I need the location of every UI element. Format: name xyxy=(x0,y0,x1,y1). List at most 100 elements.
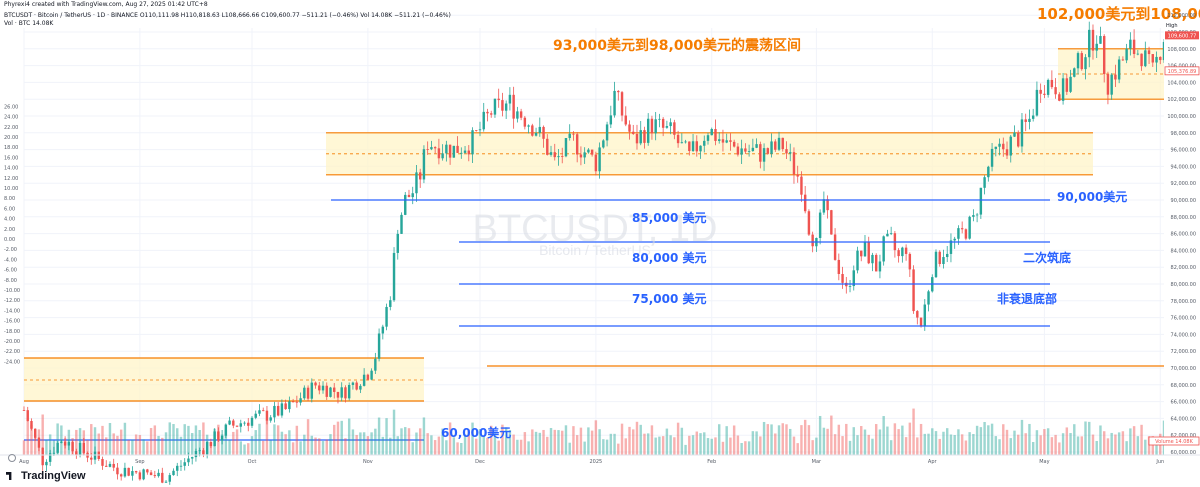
volume-bar xyxy=(1129,428,1132,455)
volume-legend[interactable]: Vol · BTC 14.08K xyxy=(4,20,54,27)
candle-body xyxy=(228,420,231,425)
candle-body xyxy=(415,172,418,194)
volume-bar xyxy=(291,442,295,455)
volume-bar xyxy=(934,431,938,455)
volume-bar xyxy=(658,436,661,455)
candle-body xyxy=(482,111,485,130)
right-axis-tick: 62,000.00 xyxy=(1171,433,1196,439)
candle-body xyxy=(101,458,104,466)
candle-body xyxy=(564,138,568,157)
candle-body xyxy=(194,450,198,458)
candle-body xyxy=(852,270,855,287)
volume-bar xyxy=(1084,421,1087,455)
volume-bar xyxy=(1035,430,1039,455)
left-axis-tick: -6.00 xyxy=(4,268,17,274)
volume-bar xyxy=(1031,442,1035,455)
candle-body xyxy=(422,149,426,180)
volume-bar xyxy=(531,429,534,455)
volume-bar xyxy=(964,440,968,455)
left-axis-tick: 6.00 xyxy=(4,206,15,212)
candle-body xyxy=(448,144,452,158)
candle-body xyxy=(979,187,983,215)
candle-body xyxy=(478,129,482,131)
volume-bar xyxy=(1073,424,1076,455)
volume-bar xyxy=(377,417,381,455)
candle-body xyxy=(897,250,900,257)
candle-body xyxy=(774,141,777,150)
volume-bar xyxy=(688,435,691,455)
volume-bar xyxy=(26,420,29,455)
candle-body xyxy=(30,420,33,429)
candle-body xyxy=(280,403,284,416)
candle-body xyxy=(284,403,287,410)
volume-bar xyxy=(101,425,104,455)
volume-bar xyxy=(1102,431,1106,455)
candle-body xyxy=(153,475,157,477)
candle-body xyxy=(460,152,463,154)
candle-body xyxy=(1002,143,1005,150)
candle-body xyxy=(471,130,474,155)
high-label: High xyxy=(1166,23,1178,29)
candle-body xyxy=(82,442,86,453)
volume-bar xyxy=(1028,423,1031,455)
volume-bar xyxy=(867,434,870,455)
volume-bar xyxy=(706,438,710,455)
volume-bar xyxy=(478,429,482,455)
candle-body xyxy=(673,122,676,135)
volume-bar xyxy=(426,433,429,455)
candle-body xyxy=(138,472,142,480)
left-axis-tick: -18.00 xyxy=(4,329,20,335)
candle-body xyxy=(355,382,358,390)
volume-bar xyxy=(1039,435,1042,455)
candle-body xyxy=(609,115,613,125)
candle-body xyxy=(938,251,941,265)
volume-bar xyxy=(381,436,385,455)
volume-bar xyxy=(1043,429,1046,455)
candle-body xyxy=(613,90,616,116)
candle-body xyxy=(127,467,130,476)
volume-bar xyxy=(852,427,855,455)
right-axis-tick: 100,000.00 xyxy=(1167,114,1196,120)
candle-body xyxy=(1147,50,1151,55)
tradingview-mark-icon xyxy=(6,472,12,480)
volume-bar xyxy=(789,428,792,455)
volume-bar xyxy=(732,425,736,455)
candle-body xyxy=(860,250,863,257)
annotation-label: 非衰退底部 xyxy=(997,291,1057,306)
candle-body xyxy=(295,401,299,403)
volume-bar xyxy=(643,433,646,455)
volume-bar xyxy=(146,441,149,455)
candle-body xyxy=(1088,29,1091,58)
candle-body xyxy=(856,250,859,271)
tradingview-logo[interactable]: TradingView xyxy=(6,470,86,482)
volume-bar xyxy=(516,439,519,455)
volume-bar xyxy=(777,425,781,455)
candle-body xyxy=(747,151,751,152)
volume-bar xyxy=(385,418,388,455)
left-axis-tick: 22.00 xyxy=(4,125,18,131)
candle-body xyxy=(792,152,796,175)
candle-body xyxy=(826,199,829,211)
volume-bar xyxy=(815,437,818,455)
volume-bar xyxy=(1114,434,1117,455)
candle-body xyxy=(721,139,725,143)
volume-bar xyxy=(501,424,504,455)
volume-bar xyxy=(759,436,762,455)
volume-bar xyxy=(422,417,426,455)
volume-bar xyxy=(979,427,983,455)
volume-bar xyxy=(347,418,351,455)
volume-bar xyxy=(800,425,803,455)
left-axis-tick: -16.00 xyxy=(4,319,20,325)
watermark-symbol: BTCUSDT, 1D xyxy=(473,208,718,250)
candle-body xyxy=(605,124,609,141)
gear-icon[interactable] xyxy=(8,454,16,462)
candle-body xyxy=(516,111,519,119)
candle-body xyxy=(340,387,343,398)
candle-body xyxy=(646,118,650,143)
candle-body xyxy=(269,417,272,421)
volume-bar xyxy=(1009,438,1012,455)
candle-body xyxy=(878,261,882,272)
ohlc-legend[interactable]: BTCUSDT · Bitcoin / TetherUS · 1D · BINA… xyxy=(4,12,451,19)
candle-body xyxy=(217,431,220,441)
